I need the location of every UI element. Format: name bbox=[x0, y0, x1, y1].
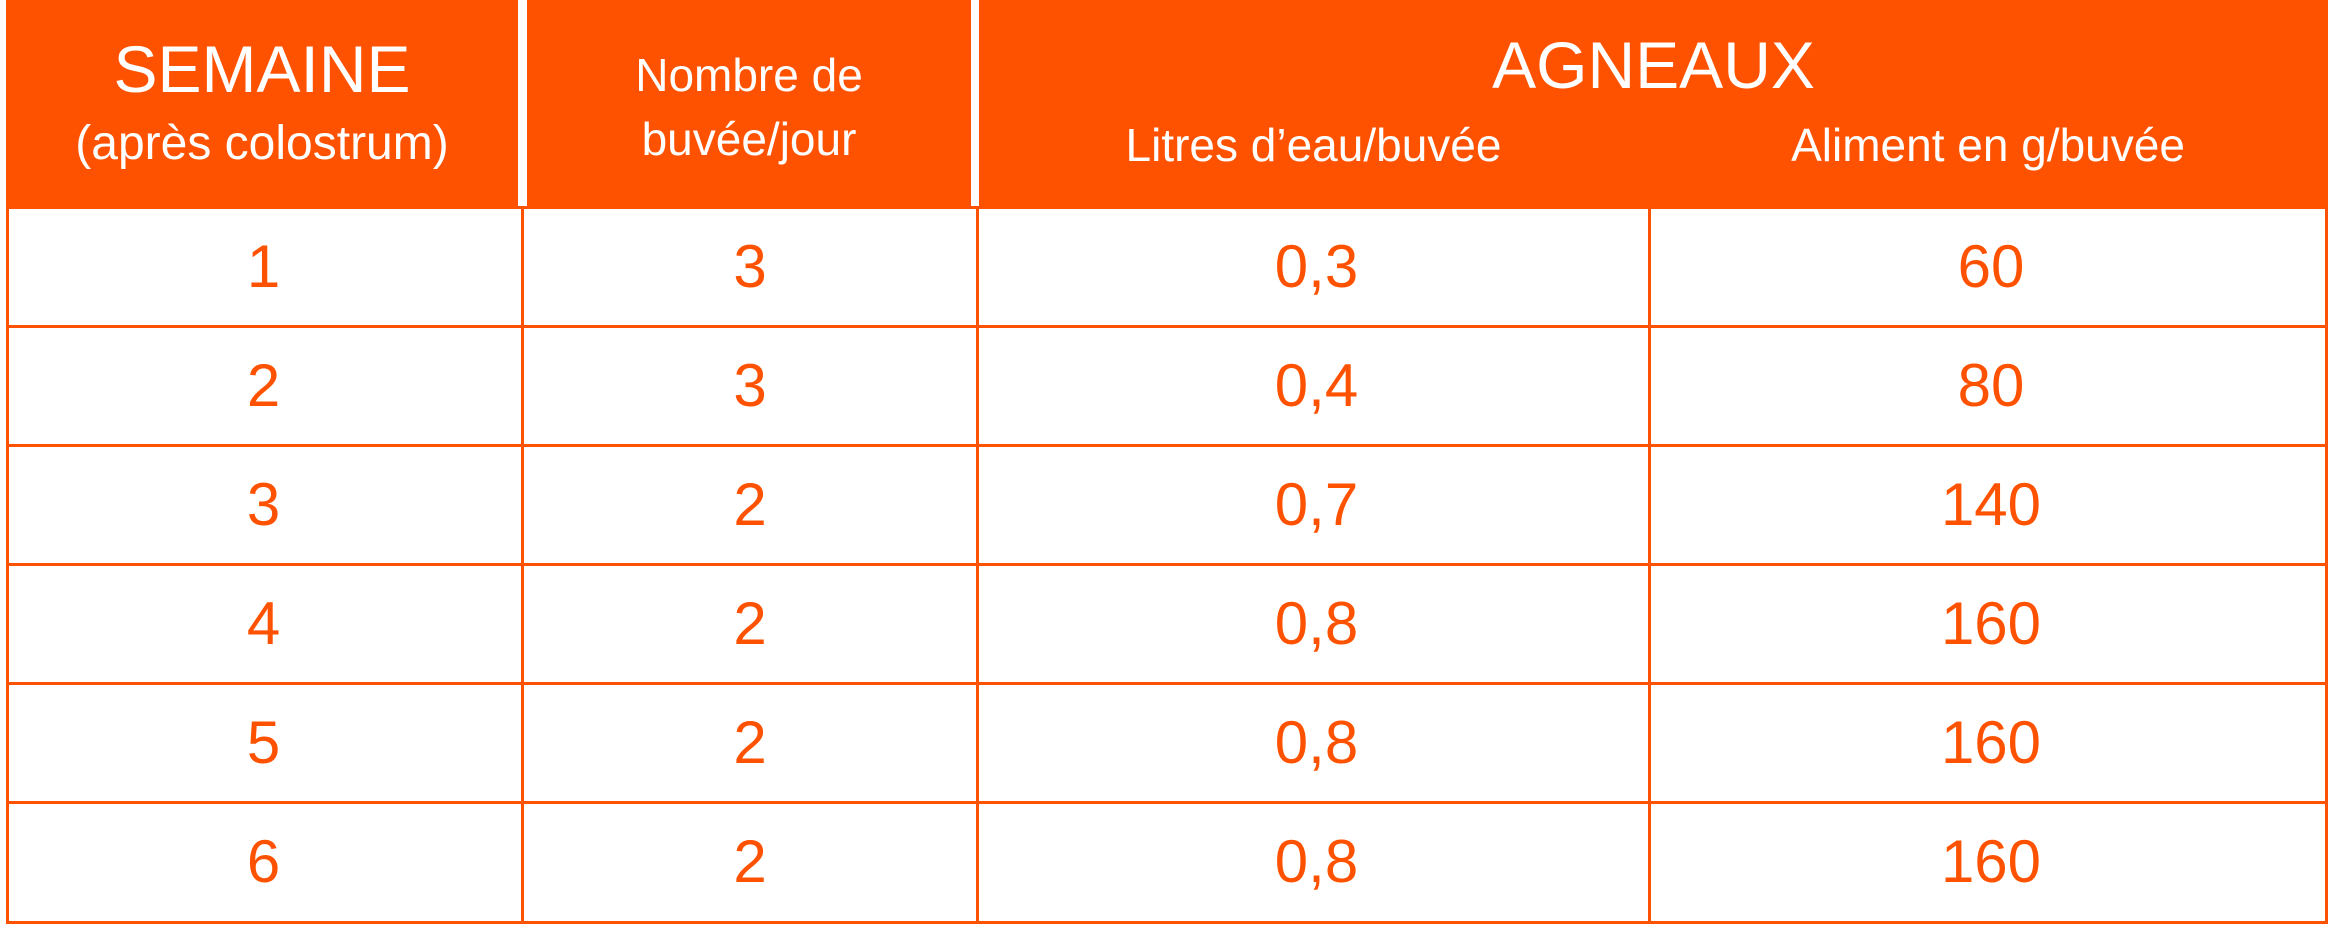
header-water-per-feed: Litres d’eau/buvée bbox=[1125, 119, 1502, 171]
cell-water-per-feed: 0,8 bbox=[1274, 590, 1359, 657]
cell-week: 3 bbox=[246, 471, 281, 538]
cell-water-per-feed: 0,3 bbox=[1274, 233, 1359, 300]
header-feeds-line2: buvée/jour bbox=[641, 113, 857, 165]
table-row: 2 3 0,4 80 bbox=[6, 325, 2328, 444]
cell-water-per-feed: 0,4 bbox=[1274, 352, 1359, 419]
cell-feeds-per-day: 3 bbox=[733, 352, 767, 419]
table-row: 6 2 0,8 160 bbox=[6, 801, 2328, 920]
cell-feeds-per-day: 2 bbox=[733, 471, 767, 538]
header-week: SEMAINE (après colostrum) bbox=[6, 0, 518, 206]
grid-line-bottom bbox=[6, 921, 2328, 924]
table-row: 4 2 0,8 160 bbox=[6, 563, 2328, 682]
header-week-title: SEMAINE bbox=[113, 32, 411, 106]
header-feeds-line1: Nombre de bbox=[635, 49, 863, 101]
cell-week: 4 bbox=[246, 590, 281, 657]
header-feeds-per-day: Nombre de buvée/jour bbox=[527, 0, 971, 206]
header-lambs: AGNEAUX Litres d’eau/buvée Aliment en g/… bbox=[979, 0, 2328, 206]
cell-feeds-per-day: 3 bbox=[733, 233, 767, 300]
grid-line-left bbox=[6, 206, 9, 922]
cell-water-per-feed: 0,7 bbox=[1274, 471, 1359, 538]
table-body: 1 3 0,3 60 2 3 0,4 80 3 2 0,7 140 4 2 0,… bbox=[6, 206, 2328, 922]
cell-feeds-per-day: 2 bbox=[733, 828, 767, 895]
grid-line-right bbox=[2325, 206, 2328, 922]
table-row: 1 3 0,3 60 bbox=[6, 206, 2328, 325]
cell-week: 1 bbox=[246, 233, 281, 300]
header-lambs-title: AGNEAUX bbox=[1492, 28, 1815, 102]
grid-line-feeds-water bbox=[976, 206, 979, 922]
header-week-subtitle: (après colostrum) bbox=[75, 117, 449, 170]
cell-feeds-per-day: 2 bbox=[733, 709, 767, 776]
table-row: 5 2 0,8 160 bbox=[6, 682, 2328, 801]
grid-line-week-feeds bbox=[521, 206, 524, 922]
cell-feed-per-feed: 140 bbox=[1940, 471, 2042, 538]
cell-feed-per-feed: 60 bbox=[1957, 233, 2025, 300]
cell-week: 5 bbox=[246, 709, 281, 776]
cell-water-per-feed: 0,8 bbox=[1274, 828, 1359, 895]
table-row: 3 2 0,7 140 bbox=[6, 444, 2328, 563]
grid-line-water-feed bbox=[1648, 206, 1651, 922]
cell-feeds-per-day: 2 bbox=[733, 590, 767, 657]
cell-feed-per-feed: 80 bbox=[1957, 352, 2025, 419]
cell-feed-per-feed: 160 bbox=[1940, 828, 2042, 895]
cell-feed-per-feed: 160 bbox=[1940, 709, 2042, 776]
cell-feed-per-feed: 160 bbox=[1940, 590, 2042, 657]
header-feed-per-feed: Aliment en g/buvée bbox=[1791, 119, 2185, 171]
cell-week: 2 bbox=[246, 352, 281, 419]
cell-water-per-feed: 0,8 bbox=[1274, 709, 1359, 776]
cell-week: 6 bbox=[246, 828, 281, 895]
